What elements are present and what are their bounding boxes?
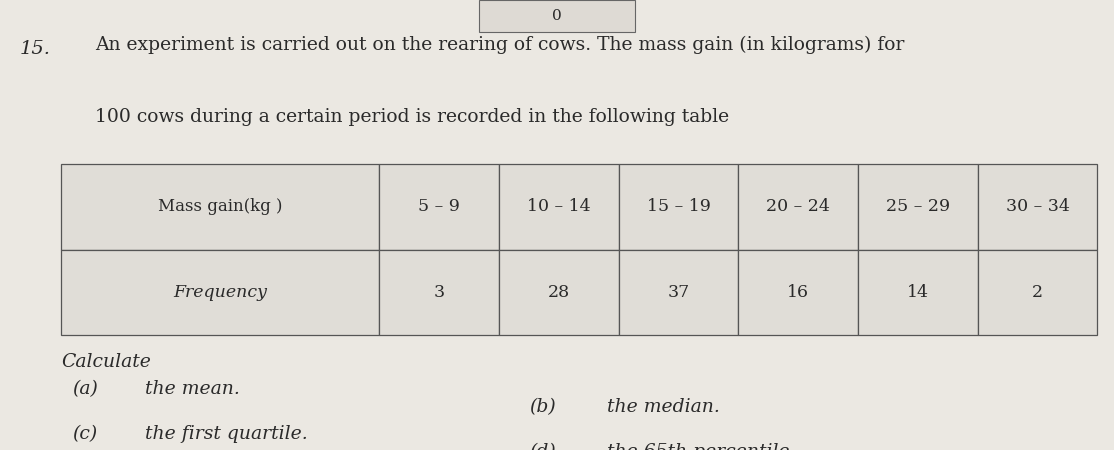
Text: 3: 3: [433, 284, 444, 301]
Text: the 65th percentile.: the 65th percentile.: [607, 443, 795, 450]
Bar: [978, 250, 1097, 335]
Text: (a): (a): [72, 380, 98, 398]
Bar: [858, 250, 978, 335]
Text: 5 – 9: 5 – 9: [418, 198, 460, 216]
Bar: [739, 164, 858, 250]
Text: Frequency: Frequency: [174, 284, 267, 301]
Text: 16: 16: [788, 284, 809, 301]
Text: the mean.: the mean.: [145, 380, 240, 398]
Bar: [499, 164, 618, 250]
Bar: [618, 250, 739, 335]
Bar: [479, 0, 635, 32]
Text: 37: 37: [667, 284, 690, 301]
Bar: [61, 164, 380, 250]
Bar: [618, 164, 739, 250]
Text: (d): (d): [529, 443, 556, 450]
Text: An experiment is carried out on the rearing of cows. The mass gain (in kilograms: An experiment is carried out on the rear…: [95, 36, 905, 54]
Text: 20 – 24: 20 – 24: [766, 198, 830, 216]
Bar: [739, 250, 858, 335]
Text: 15.: 15.: [20, 40, 51, 58]
Text: 2: 2: [1032, 284, 1043, 301]
Bar: [499, 250, 618, 335]
Text: 15 – 19: 15 – 19: [646, 198, 711, 216]
Text: 0: 0: [553, 9, 561, 23]
Text: 28: 28: [548, 284, 570, 301]
Text: 14: 14: [907, 284, 929, 301]
Text: 100 cows during a certain period is recorded in the following table: 100 cows during a certain period is reco…: [95, 108, 729, 126]
Bar: [61, 250, 380, 335]
Text: 25 – 29: 25 – 29: [886, 198, 950, 216]
Bar: [978, 164, 1097, 250]
Text: (b): (b): [529, 398, 556, 416]
Bar: [858, 164, 978, 250]
Bar: [380, 164, 499, 250]
Text: 30 – 34: 30 – 34: [1006, 198, 1069, 216]
Text: Calculate: Calculate: [61, 353, 152, 371]
Text: Mass gain(kg ): Mass gain(kg ): [158, 198, 283, 216]
Text: the first quartile.: the first quartile.: [145, 425, 307, 443]
Text: 10 – 14: 10 – 14: [527, 198, 590, 216]
Text: (c): (c): [72, 425, 98, 443]
Text: the median.: the median.: [607, 398, 720, 416]
Bar: [380, 250, 499, 335]
